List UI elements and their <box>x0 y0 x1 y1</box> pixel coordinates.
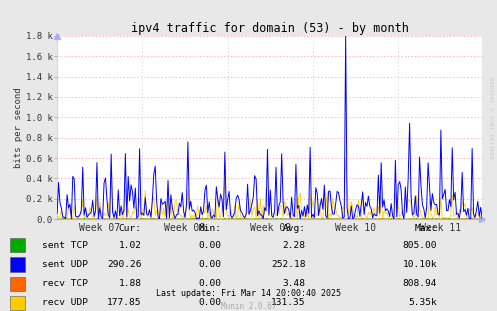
Text: recv TCP: recv TCP <box>42 279 88 288</box>
Text: 808.94: 808.94 <box>403 279 437 288</box>
Bar <box>10 238 25 252</box>
Text: 2.28: 2.28 <box>283 241 306 250</box>
Bar <box>10 276 25 291</box>
Text: Munin 2.0.67: Munin 2.0.67 <box>221 301 276 310</box>
Text: Avg:: Avg: <box>283 224 306 233</box>
Bar <box>10 296 25 310</box>
Text: Max:: Max: <box>414 224 437 233</box>
Text: 290.26: 290.26 <box>107 260 142 269</box>
Text: 0.00: 0.00 <box>198 260 221 269</box>
Text: 5.35k: 5.35k <box>409 299 437 308</box>
Text: sent TCP: sent TCP <box>42 241 88 250</box>
Text: 3.48: 3.48 <box>283 279 306 288</box>
Text: 0.00: 0.00 <box>198 299 221 308</box>
Text: 131.35: 131.35 <box>271 299 306 308</box>
Text: 10.10k: 10.10k <box>403 260 437 269</box>
Text: 177.85: 177.85 <box>107 299 142 308</box>
Text: Min:: Min: <box>198 224 221 233</box>
Text: Cur:: Cur: <box>119 224 142 233</box>
Text: 805.00: 805.00 <box>403 241 437 250</box>
Text: 252.18: 252.18 <box>271 260 306 269</box>
Title: ipv4 traffic for domain (53) - by month: ipv4 traffic for domain (53) - by month <box>131 21 409 35</box>
Text: RRDTOOL / TOBI OETIKER: RRDTOOL / TOBI OETIKER <box>489 77 494 160</box>
Y-axis label: bits per second: bits per second <box>14 87 23 168</box>
Text: sent UDP: sent UDP <box>42 260 88 269</box>
Bar <box>10 257 25 272</box>
Text: 1.88: 1.88 <box>119 279 142 288</box>
Text: recv UDP: recv UDP <box>42 299 88 308</box>
Text: 0.00: 0.00 <box>198 279 221 288</box>
Text: 1.02: 1.02 <box>119 241 142 250</box>
Text: 0.00: 0.00 <box>198 241 221 250</box>
Text: Last update: Fri Mar 14 20:00:40 2025: Last update: Fri Mar 14 20:00:40 2025 <box>156 289 341 298</box>
